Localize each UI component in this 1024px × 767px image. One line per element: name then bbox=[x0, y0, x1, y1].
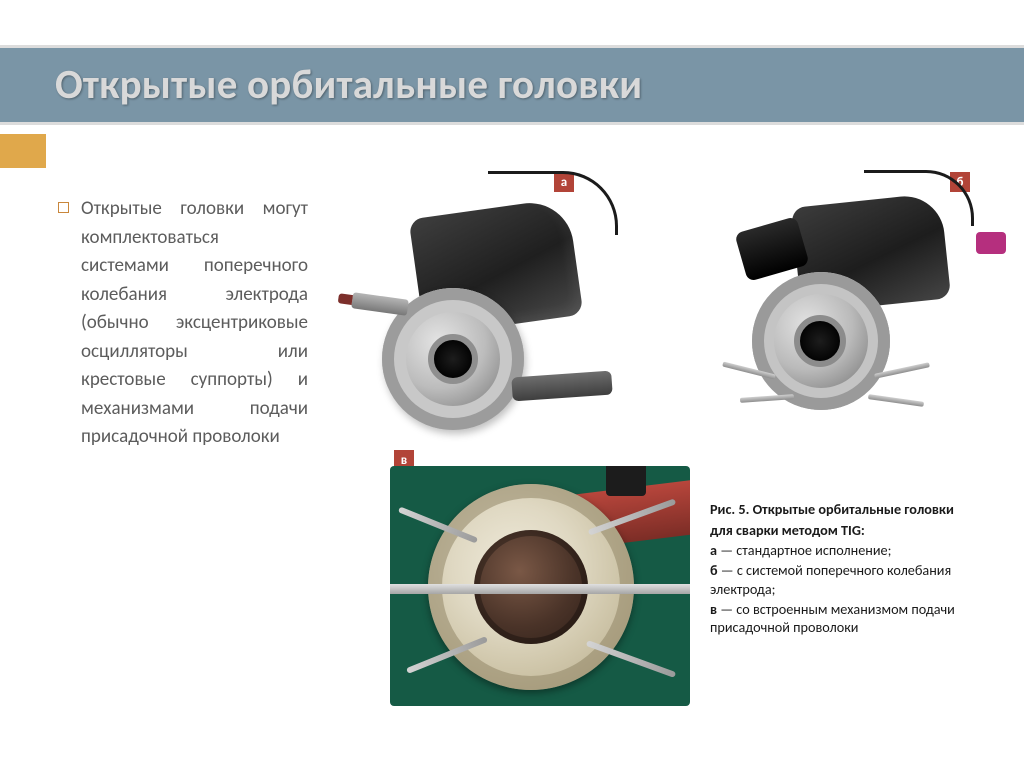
caption-title-1: Рис. 5. Открытые орбитальные головки bbox=[710, 500, 994, 519]
caption-item: в — со встроенным механизмом подачи прис… bbox=[710, 600, 994, 637]
pin bbox=[740, 394, 794, 403]
caption-text: со встроенным механизмом подачи присадоч… bbox=[710, 600, 955, 637]
title-bar: Открытые орбитальные головки bbox=[0, 45, 1024, 125]
connector-icon bbox=[976, 232, 1006, 254]
handle bbox=[511, 371, 612, 402]
bore-hole bbox=[794, 315, 846, 367]
device-background bbox=[390, 466, 690, 706]
bullet-item: Открытые головки могут комплектоваться с… bbox=[58, 195, 308, 452]
feeder-motor bbox=[606, 466, 646, 496]
accent-block bbox=[0, 134, 46, 168]
device-v bbox=[348, 446, 718, 746]
caption-title-2: для сварки методом TIG: bbox=[710, 521, 994, 540]
content-area: Открытые головки могут комплектоваться с… bbox=[58, 190, 1004, 747]
caption-key: б bbox=[710, 561, 718, 579]
slide-title: Открытые орбитальные головки bbox=[55, 60, 642, 110]
figure-area: а б в bbox=[320, 190, 1004, 747]
device-b bbox=[700, 168, 1000, 418]
bullet-icon bbox=[58, 202, 69, 213]
bore-hole bbox=[428, 334, 478, 384]
caption-text: с системой поперечного колебания электро… bbox=[710, 561, 951, 598]
caption-key: в bbox=[710, 600, 717, 618]
caption-item: б — с системой поперечного колебания эле… bbox=[710, 561, 994, 598]
caption-key: а bbox=[710, 541, 717, 559]
device-a bbox=[328, 168, 658, 438]
text-column: Открытые головки могут комплектоваться с… bbox=[58, 190, 320, 747]
paragraph: Открытые головки могут комплектоваться с… bbox=[81, 195, 308, 452]
caption-item: а — стандартное исполнение; bbox=[710, 541, 994, 560]
pin bbox=[868, 394, 924, 407]
caption-text: стандартное исполнение; bbox=[736, 541, 891, 559]
torch bbox=[351, 292, 409, 316]
pipe-icon bbox=[390, 584, 690, 594]
figure-caption: Рис. 5. Открытые орбитальные головки для… bbox=[710, 500, 994, 637]
